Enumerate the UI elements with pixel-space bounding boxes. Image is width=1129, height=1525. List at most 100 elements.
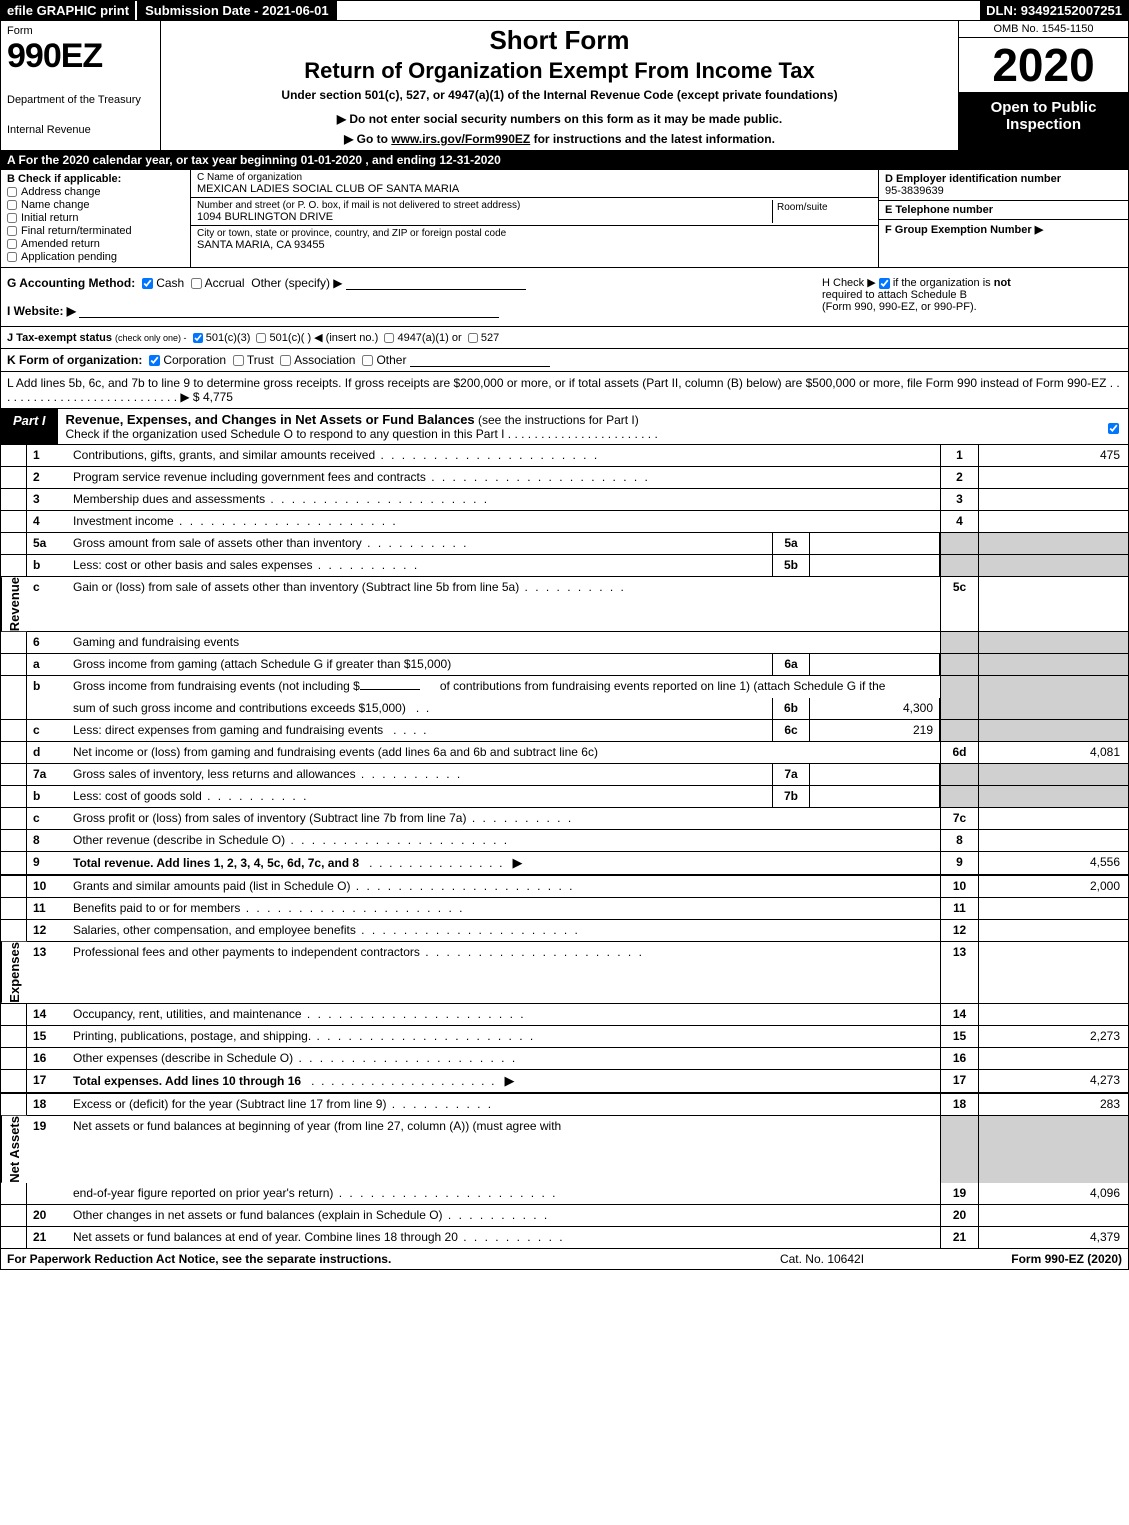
line-k: K Form of organization: Corporation Trus… xyxy=(0,349,1129,372)
tax-year: 2020 xyxy=(959,38,1128,93)
chk-527[interactable] xyxy=(468,333,478,343)
page-footer: For Paperwork Reduction Act Notice, see … xyxy=(0,1249,1129,1270)
row-13: Expenses 13 Professional fees and other … xyxy=(1,942,1128,1004)
chk-accrual[interactable] xyxy=(191,278,202,289)
chk-schedule-o[interactable] xyxy=(1108,423,1119,434)
other-specify-line[interactable] xyxy=(346,278,526,290)
row-6b-2: sum of such gross income and contributio… xyxy=(1,698,1128,720)
room-label: Room/suite xyxy=(777,202,828,213)
val-6b: 4,300 xyxy=(810,698,940,719)
val-18: 283 xyxy=(978,1094,1128,1115)
section-f: F Group Exemption Number ▶ xyxy=(879,220,1128,267)
row-5a: 5a Gross amount from sale of assets othe… xyxy=(1,533,1128,555)
street-value: 1094 BURLINGTON DRIVE xyxy=(197,211,772,223)
city-label: City or town, state or province, country… xyxy=(197,228,872,239)
row-8: 8 Other revenue (describe in Schedule O)… xyxy=(1,830,1128,852)
section-e: E Telephone number xyxy=(879,201,1128,220)
footer-right: Form 990-EZ (2020) xyxy=(922,1252,1122,1266)
street-label: Number and street (or P. O. box, if mail… xyxy=(197,200,772,211)
checkbox-icon[interactable] xyxy=(7,200,17,210)
group-exemption-label: F Group Exemption Number ▶ xyxy=(885,223,1122,236)
chk-corporation[interactable] xyxy=(149,355,160,366)
row-15: 15 Printing, publications, postage, and … xyxy=(1,1026,1128,1048)
row-6b-1: b Gross income from fundraising events (… xyxy=(1,676,1128,698)
row-4: 4 Investment income 4 xyxy=(1,511,1128,533)
goto-suffix: for instructions and the latest informat… xyxy=(530,132,775,146)
row-3: 3 Membership dues and assessments 3 xyxy=(1,489,1128,511)
val-9: 4,556 xyxy=(978,852,1128,874)
line-g-label: G Accounting Method: xyxy=(7,276,135,290)
section-def: D Employer identification number 95-3839… xyxy=(878,170,1128,267)
footer-center: Cat. No. 10642I xyxy=(722,1252,922,1266)
ein-label: D Employer identification number xyxy=(885,173,1122,185)
omb-number: OMB No. 1545-1150 xyxy=(959,21,1128,38)
line-l-text: L Add lines 5b, 6c, and 7b to line 9 to … xyxy=(7,376,1120,404)
expenses-label: Expenses xyxy=(1,942,27,1003)
revenue-label: Revenue xyxy=(1,577,27,631)
checkbox-icon[interactable] xyxy=(7,187,17,197)
line-j-sub: (check only one) - xyxy=(115,333,187,343)
line-h-line3: (Form 990, 990-EZ, or 990-PF). xyxy=(822,301,977,313)
website-line[interactable] xyxy=(79,306,499,318)
chk-name-change[interactable]: Name change xyxy=(7,199,184,211)
city-value: SANTA MARIA, CA 93455 xyxy=(197,239,872,251)
chk-cash[interactable] xyxy=(142,278,153,289)
topbar-spacer xyxy=(339,1,981,20)
line-g: G Accounting Method: Cash Accrual Other … xyxy=(7,276,822,318)
checkbox-icon[interactable] xyxy=(7,226,17,236)
row-2: 2 Program service revenue including gove… xyxy=(1,467,1128,489)
part-i-title-bold: Revenue, Expenses, and Changes in Net As… xyxy=(66,412,475,427)
chk-trust[interactable] xyxy=(233,355,244,366)
line-j-label: J Tax-exempt status xyxy=(7,332,112,344)
footer-left: For Paperwork Reduction Act Notice, see … xyxy=(7,1252,722,1266)
header-right: OMB No. 1545-1150 2020 Open to Public In… xyxy=(958,21,1128,150)
chk-address-change[interactable]: Address change xyxy=(7,186,184,198)
dln-label: DLN: 93492152007251 xyxy=(980,1,1128,20)
row-6: 6 Gaming and fundraising events xyxy=(1,632,1128,654)
line-j: J Tax-exempt status (check only one) - 5… xyxy=(0,327,1129,349)
room-suite: Room/suite xyxy=(772,200,872,223)
checkbox-icon[interactable] xyxy=(7,213,17,223)
checkbox-icon[interactable] xyxy=(7,252,17,262)
line-h-suffix: if the organization is xyxy=(890,277,994,289)
row-20: 20 Other changes in net assets or fund b… xyxy=(1,1205,1128,1227)
part-i-check xyxy=(1098,409,1128,444)
org-name-label: C Name of organization xyxy=(197,172,872,183)
header-center: Short Form Return of Organization Exempt… xyxy=(161,21,958,150)
chk-501c[interactable] xyxy=(256,333,266,343)
chk-association[interactable] xyxy=(280,355,291,366)
section-d: D Employer identification number 95-3839… xyxy=(879,170,1128,201)
line-h-prefix: H Check ▶ xyxy=(822,277,879,289)
donot-warning: ▶ Do not enter social security numbers o… xyxy=(171,112,948,126)
row-6c: c Less: direct expenses from gaming and … xyxy=(1,720,1128,742)
efile-label[interactable]: efile GRAPHIC print xyxy=(1,1,135,20)
chk-schedule-b[interactable] xyxy=(879,278,890,289)
val-15: 2,273 xyxy=(978,1026,1128,1047)
row-17: 17 Total expenses. Add lines 10 through … xyxy=(1,1070,1128,1094)
chk-application-pending[interactable]: Application pending xyxy=(7,251,184,263)
chk-4947[interactable] xyxy=(384,333,394,343)
chk-final-return[interactable]: Final return/terminated xyxy=(7,225,184,237)
checkbox-icon[interactable] xyxy=(7,239,17,249)
row-10: 10 Grants and similar amounts paid (list… xyxy=(1,876,1128,898)
chk-501c3[interactable] xyxy=(193,333,203,343)
row-19-2: end-of-year figure reported on prior yea… xyxy=(1,1183,1128,1205)
row-6d: d Net income or (loss) from gaming and f… xyxy=(1,742,1128,764)
short-form-title: Short Form xyxy=(171,25,948,56)
city-row: City or town, state or province, country… xyxy=(191,226,878,253)
line-i-label: I Website: ▶ xyxy=(7,304,76,318)
chk-amended-return[interactable]: Amended return xyxy=(7,238,184,250)
ein-value: 95-3839639 xyxy=(885,185,1122,197)
goto-link[interactable]: www.irs.gov/Form990EZ xyxy=(391,132,530,146)
row-16: 16 Other expenses (describe in Schedule … xyxy=(1,1048,1128,1070)
other-org-line[interactable] xyxy=(410,355,550,367)
telephone-label: E Telephone number xyxy=(885,204,1122,216)
part-i-title-suffix: (see the instructions for Part I) xyxy=(475,413,639,427)
val-6c: 219 xyxy=(810,720,940,741)
line-a: A For the 2020 calendar year, or tax yea… xyxy=(0,151,1129,170)
row-14: 14 Occupancy, rent, utilities, and maint… xyxy=(1,1004,1128,1026)
part-i-sub: Check if the organization used Schedule … xyxy=(66,427,658,441)
chk-other-org[interactable] xyxy=(362,355,373,366)
open-public: Open to Public Inspection xyxy=(959,93,1128,150)
chk-initial-return[interactable]: Initial return xyxy=(7,212,184,224)
